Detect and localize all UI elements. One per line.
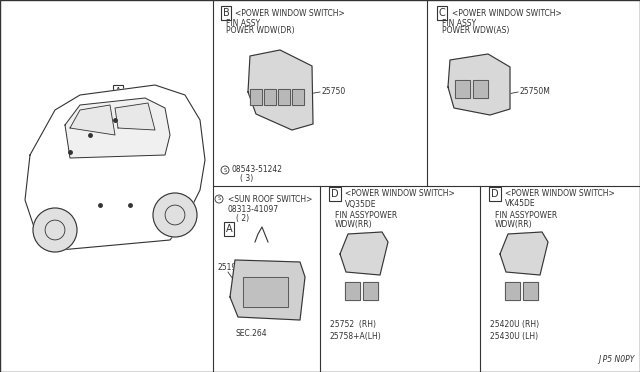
Text: S: S (223, 167, 227, 173)
Text: VQ35DE: VQ35DE (345, 199, 376, 208)
Polygon shape (448, 54, 510, 115)
Polygon shape (230, 260, 305, 320)
Text: A: A (226, 224, 232, 234)
Text: 25420U (RH): 25420U (RH) (490, 320, 539, 328)
Bar (363, 282, 378, 300)
Polygon shape (248, 50, 313, 130)
Bar (455, 80, 470, 98)
Bar (473, 80, 488, 98)
Text: C: C (438, 8, 445, 18)
Bar (505, 282, 520, 300)
Text: D: D (331, 189, 339, 199)
Bar (455, 80, 470, 98)
Text: FIN ASSYPOWER: FIN ASSYPOWER (335, 211, 397, 219)
Polygon shape (25, 85, 205, 250)
Bar (264, 89, 276, 105)
Bar (278, 89, 290, 105)
Bar (243, 277, 288, 307)
Bar (505, 282, 520, 300)
Polygon shape (65, 98, 170, 158)
Bar (473, 80, 488, 98)
Text: 08543-51242: 08543-51242 (232, 166, 283, 174)
Text: D: D (84, 110, 92, 120)
Text: WDW(RR): WDW(RR) (335, 219, 372, 228)
Bar (250, 89, 262, 105)
Text: 25750: 25750 (321, 87, 345, 96)
Bar (345, 282, 360, 300)
Bar (363, 282, 378, 300)
Text: <POWER WINDOW SWITCH>: <POWER WINDOW SWITCH> (235, 9, 345, 17)
Text: A: A (115, 87, 122, 97)
Text: WDW(RR): WDW(RR) (495, 219, 532, 228)
Bar (523, 282, 538, 300)
Bar (292, 89, 304, 105)
Text: 25752  (RH): 25752 (RH) (330, 320, 376, 328)
Text: ( 3): ( 3) (240, 174, 253, 183)
Polygon shape (115, 103, 155, 130)
Text: <SUN ROOF SWITCH>: <SUN ROOF SWITCH> (228, 195, 312, 203)
Polygon shape (340, 232, 388, 275)
Text: C: C (59, 130, 65, 140)
Polygon shape (70, 105, 115, 135)
Bar (278, 89, 290, 105)
Circle shape (153, 193, 197, 237)
Text: 25750M: 25750M (519, 87, 550, 96)
Text: ( 2): ( 2) (236, 215, 249, 224)
Text: FIN ASSY: FIN ASSY (226, 19, 260, 28)
Bar (345, 282, 360, 300)
Text: S: S (218, 196, 221, 202)
Text: 25430U (LH): 25430U (LH) (490, 331, 538, 340)
Text: SEC.264: SEC.264 (235, 330, 267, 339)
Text: POWER WDW(AS): POWER WDW(AS) (442, 26, 509, 35)
Text: FIN ASSYPOWER: FIN ASSYPOWER (495, 211, 557, 219)
Text: D: D (144, 200, 152, 210)
Text: 08313-41097: 08313-41097 (228, 205, 279, 214)
Text: FIN ASSY: FIN ASSY (442, 19, 476, 28)
Text: B: B (79, 193, 86, 203)
Text: D: D (491, 189, 499, 199)
Circle shape (33, 208, 77, 252)
Bar (264, 89, 276, 105)
Polygon shape (500, 232, 548, 275)
Text: <POWER WINDOW SWITCH>: <POWER WINDOW SWITCH> (452, 9, 562, 17)
Text: 25190: 25190 (218, 263, 242, 272)
Bar (243, 277, 288, 307)
Text: VK45DE: VK45DE (505, 199, 536, 208)
Text: 25758+A(LH): 25758+A(LH) (330, 331, 381, 340)
Bar (292, 89, 304, 105)
Bar (250, 89, 262, 105)
Text: POWER WDW(DR): POWER WDW(DR) (226, 26, 294, 35)
Text: <POWER WINDOW SWITCH>: <POWER WINDOW SWITCH> (345, 189, 455, 199)
Text: B: B (223, 8, 229, 18)
Bar (523, 282, 538, 300)
Text: <POWER WINDOW SWITCH>: <POWER WINDOW SWITCH> (505, 189, 615, 199)
Text: J P5 N0PY: J P5 N0PY (598, 355, 635, 364)
